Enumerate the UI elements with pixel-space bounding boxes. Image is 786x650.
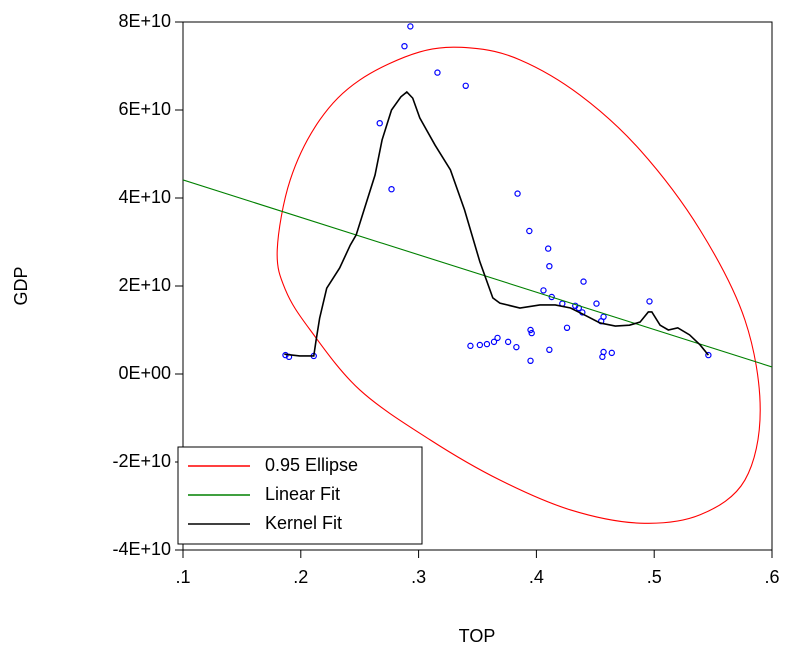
plot-area	[183, 23, 772, 524]
y-tick-label: 6E+10	[118, 99, 171, 119]
scatter-point	[599, 353, 606, 361]
scatter-point	[476, 341, 484, 349]
scatter-point	[544, 245, 552, 252]
scatter-point	[462, 82, 469, 90]
scatter-point	[494, 334, 501, 342]
scatter-point	[608, 349, 615, 357]
y-tick-label: -2E+10	[112, 451, 171, 471]
scatter-point	[434, 69, 441, 76]
scatter-point	[580, 278, 587, 285]
scatter-point	[593, 300, 600, 307]
y-axis-label: GDP	[11, 266, 31, 305]
legend-label: 0.95 Ellipse	[265, 455, 358, 475]
x-tick-label: .5	[647, 567, 662, 587]
x-tick-label: .1	[175, 567, 190, 587]
scatter-point	[527, 326, 534, 334]
scatter-point	[490, 338, 498, 346]
legend-label: Kernel Fit	[265, 513, 342, 533]
scatter-point	[467, 342, 474, 350]
scatter-point	[540, 287, 547, 294]
scatter-point	[546, 263, 553, 270]
ellipse	[276, 46, 761, 524]
y-tick-label: 8E+10	[118, 11, 171, 31]
scatter-point	[527, 357, 534, 364]
y-tick-label: 4E+10	[118, 187, 171, 207]
y-tick-label: 2E+10	[118, 275, 171, 295]
y-tick-label: -4E+10	[112, 539, 171, 559]
scatter-point	[563, 324, 571, 331]
scatter-point	[504, 338, 512, 346]
y-tick-label: 0E+00	[118, 363, 171, 383]
scatter-point	[514, 190, 521, 197]
fit-line	[183, 179, 772, 368]
scatter-point	[483, 340, 491, 348]
legend-label: Linear Fit	[265, 484, 340, 504]
scatter-point	[548, 293, 555, 301]
fit-line	[284, 90, 710, 357]
scatter-point	[646, 298, 653, 305]
x-tick-label: .6	[764, 567, 779, 587]
x-axis-label: TOP	[459, 626, 496, 646]
scatter-point	[513, 343, 520, 351]
scatter-point	[407, 23, 414, 30]
x-tick-label: .2	[293, 567, 308, 587]
scatter-point	[401, 43, 408, 50]
scatter-point	[388, 185, 395, 193]
x-tick-label: .3	[411, 567, 426, 587]
x-tick-label: .4	[529, 567, 544, 587]
scatter-point	[705, 351, 712, 359]
scatter-point	[526, 227, 533, 235]
scatter-point	[376, 119, 383, 127]
scatter-point	[528, 329, 535, 337]
scatter-point	[546, 346, 553, 353]
